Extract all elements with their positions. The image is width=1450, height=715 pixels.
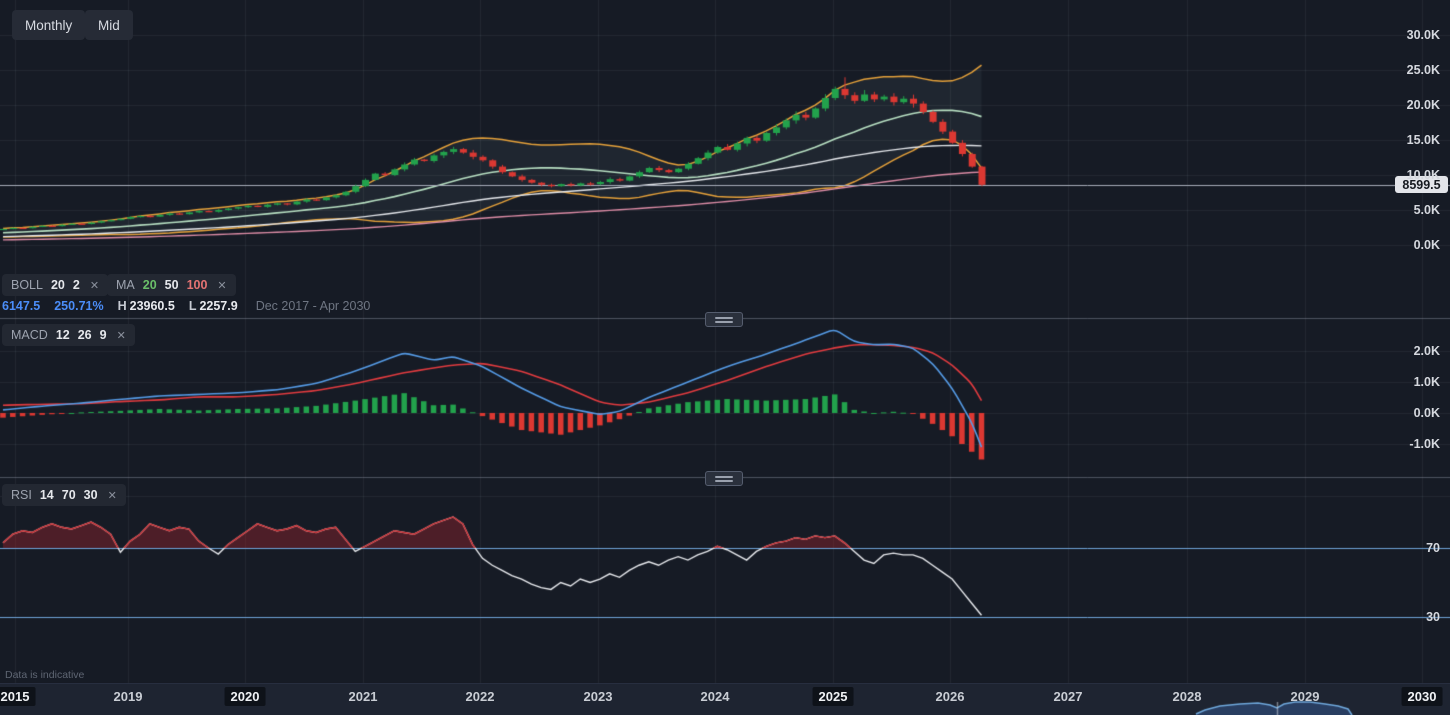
year-label-2015: 2015 bbox=[0, 687, 36, 706]
ma-param-100: 100 bbox=[186, 278, 208, 292]
macd-close-icon[interactable]: ✕ bbox=[116, 329, 126, 342]
year-label-2020: 2020 bbox=[224, 687, 266, 706]
low-label: L bbox=[188, 299, 197, 313]
macd-axis-tick: 2.0K bbox=[1413, 344, 1440, 358]
boll-close-icon[interactable]: ✕ bbox=[89, 279, 100, 292]
ma-param-20: 20 bbox=[142, 278, 157, 292]
year-label-2027: 2027 bbox=[1053, 689, 1083, 704]
rsi-param-2: 70 bbox=[61, 488, 76, 502]
price-axis-tick: 30.0K bbox=[1406, 28, 1440, 42]
interval-button-label: Monthly bbox=[25, 17, 73, 33]
ma-close-icon[interactable]: ✕ bbox=[217, 279, 227, 292]
open-value: 6147.5 bbox=[2, 299, 41, 313]
macd-param-1: 12 bbox=[55, 328, 70, 342]
rsi-axis-tick: 30 bbox=[1426, 610, 1440, 624]
year-label-2023: 2023 bbox=[583, 689, 613, 704]
price-axis-tick: 20.0K bbox=[1406, 98, 1440, 112]
macd-axis-tick: -1.0K bbox=[1409, 437, 1440, 451]
macd-pane-resize-handle[interactable] bbox=[705, 312, 743, 327]
price-axis-tick: 25.0K bbox=[1406, 63, 1440, 77]
year-label-2026: 2026 bbox=[935, 689, 965, 704]
price-type-button-label: Mid bbox=[98, 17, 120, 33]
price-axis-tick: 5.0K bbox=[1413, 203, 1440, 217]
date-range-label: Dec 2017 - Apr 2030 bbox=[255, 299, 371, 313]
boll-param-1: 20 bbox=[50, 278, 65, 292]
price-axis-tick: 0.0K bbox=[1413, 238, 1440, 252]
rsi-param-1: 14 bbox=[39, 488, 54, 502]
low-value: 2257.9 bbox=[199, 299, 238, 313]
macd-indicator-chip[interactable]: MACD 12 26 9 ✕ bbox=[2, 324, 135, 346]
high-stat: H 23960.5 bbox=[118, 299, 175, 313]
rsi-close-icon[interactable]: ✕ bbox=[107, 489, 117, 502]
macd-param-3: 9 bbox=[99, 328, 107, 342]
ma-name: MA bbox=[116, 278, 135, 292]
year-label-2025: 2025 bbox=[812, 687, 854, 706]
year-label-2029: 2029 bbox=[1290, 689, 1320, 704]
change-percent: 250.71% bbox=[54, 299, 104, 313]
high-value: 23960.5 bbox=[129, 299, 175, 313]
boll-indicator-chip[interactable]: BOLL 20 2 ✕ bbox=[2, 274, 109, 296]
macd-axis-tick: 1.0K bbox=[1413, 375, 1440, 389]
ma-param-50: 50 bbox=[164, 278, 179, 292]
year-label-2019: 2019 bbox=[113, 689, 143, 704]
year-label-2028: 2028 bbox=[1172, 689, 1202, 704]
price-axis-tick: 10.0K bbox=[1406, 168, 1440, 182]
price-type-button[interactable]: Mid bbox=[85, 10, 133, 40]
rsi-name: RSI bbox=[11, 488, 32, 502]
interval-button[interactable]: Monthly bbox=[12, 10, 86, 40]
ohlc-stats-row: 6147.5 250.71% H 23960.5 L 2257.9 Dec 2017… bbox=[2, 299, 370, 313]
macd-axis-tick: 0.0K bbox=[1413, 406, 1440, 420]
rsi-axis-tick: 70 bbox=[1426, 541, 1440, 555]
year-label-2021: 2021 bbox=[348, 689, 378, 704]
price-axis-tick: 15.0K bbox=[1406, 133, 1440, 147]
boll-name: BOLL bbox=[11, 278, 43, 292]
boll-param-2: 2 bbox=[72, 278, 80, 292]
rsi-param-3: 30 bbox=[83, 488, 98, 502]
high-label: H bbox=[117, 299, 127, 313]
last-price-tag: 8599.5 bbox=[1395, 176, 1448, 193]
rsi-indicator-chip[interactable]: RSI 14 70 30 ✕ bbox=[2, 484, 126, 506]
ma-indicator-chip[interactable]: MA 20 50 100 ✕ bbox=[107, 274, 236, 296]
rsi-pane-resize-handle[interactable] bbox=[705, 471, 743, 486]
year-label-2024: 2024 bbox=[700, 689, 730, 704]
year-label-2022: 2022 bbox=[465, 689, 495, 704]
low-stat: L 2257.9 bbox=[189, 299, 238, 313]
year-label-2030: 2030 bbox=[1401, 687, 1443, 706]
macd-name: MACD bbox=[11, 328, 48, 342]
macd-param-2: 26 bbox=[77, 328, 92, 342]
data-indicative-note: Data is indicative bbox=[5, 669, 85, 681]
